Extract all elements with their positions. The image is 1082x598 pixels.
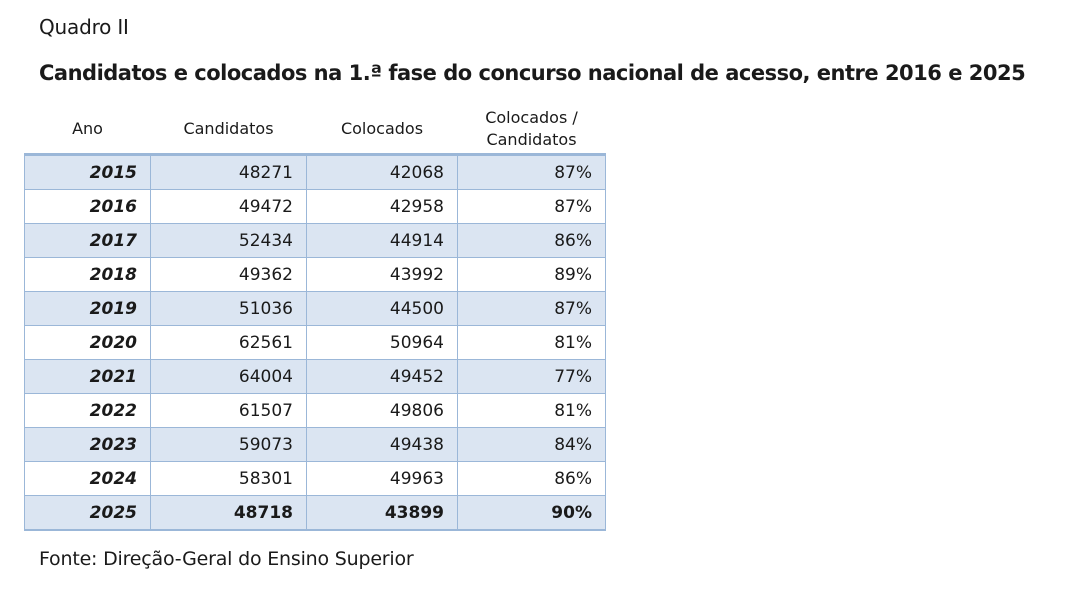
table-row: 2025 48718 43899 90% — [24, 495, 606, 531]
cell-ratio: 87% — [457, 154, 606, 190]
cell-ano: 2017 — [24, 223, 151, 258]
cell-ano: 2024 — [24, 461, 151, 496]
table-row: 2021 64004 49452 77% — [24, 359, 606, 394]
cell-candidatos: 64004 — [150, 359, 307, 394]
cell-ano: 2019 — [24, 291, 151, 326]
cell-candidatos: 48718 — [150, 495, 307, 531]
cell-candidatos: 58301 — [150, 461, 307, 496]
header-candidatos: Candidatos — [150, 104, 307, 156]
cell-ano: 2023 — [24, 427, 151, 462]
table-row: 2024 58301 49963 86% — [24, 461, 606, 496]
header-ratio-line2: Candidatos — [486, 129, 577, 149]
cell-ratio: 90% — [457, 495, 606, 531]
cell-colocados: 49806 — [306, 393, 458, 428]
table-row: 2022 61507 49806 81% — [24, 393, 606, 428]
cell-colocados: 44500 — [306, 291, 458, 326]
cell-colocados: 42068 — [306, 154, 458, 190]
cell-ratio: 87% — [457, 189, 606, 224]
cell-candidatos: 61507 — [150, 393, 307, 428]
cell-ano: 2020 — [24, 325, 151, 360]
cell-colocados: 49438 — [306, 427, 458, 462]
cell-colocados: 49452 — [306, 359, 458, 394]
table-row: 2018 49362 43992 89% — [24, 257, 606, 292]
cell-colocados: 42958 — [306, 189, 458, 224]
cell-ratio: 77% — [457, 359, 606, 394]
cell-ano: 2022 — [24, 393, 151, 428]
table-row: 2017 52434 44914 86% — [24, 223, 606, 258]
cell-ratio: 81% — [457, 325, 606, 360]
cell-candidatos: 49362 — [150, 257, 307, 292]
header-row: Ano Candidatos Colocados Colocados / Can… — [24, 104, 606, 156]
table-label: Quadro II — [39, 15, 129, 39]
table-row: 2015 48271 42068 87% — [24, 154, 606, 190]
cell-ano: 2025 — [24, 495, 151, 531]
cell-candidatos: 52434 — [150, 223, 307, 258]
cell-candidatos: 59073 — [150, 427, 307, 462]
header-ratio: Colocados / Candidatos — [457, 104, 606, 156]
header-colocados: Colocados — [306, 104, 458, 156]
source-note: Fonte: Direção-Geral do Ensino Superior — [39, 548, 414, 570]
cell-candidatos: 62561 — [150, 325, 307, 360]
cell-colocados: 44914 — [306, 223, 458, 258]
table-row: 2023 59073 49438 84% — [24, 427, 606, 462]
cell-candidatos: 48271 — [150, 154, 307, 190]
table-row: 2020 62561 50964 81% — [24, 325, 606, 360]
cell-ano: 2021 — [24, 359, 151, 394]
cell-ratio: 89% — [457, 257, 606, 292]
cell-ano: 2016 — [24, 189, 151, 224]
table-title: Candidatos e colocados na 1.ª fase do co… — [39, 61, 1026, 85]
table-row: 2019 51036 44500 87% — [24, 291, 606, 326]
table-row: 2016 49472 42958 87% — [24, 189, 606, 224]
cell-colocados: 49963 — [306, 461, 458, 496]
cell-ano: 2018 — [24, 257, 151, 292]
cell-ano: 2015 — [24, 154, 151, 190]
cell-candidatos: 49472 — [150, 189, 307, 224]
header-ratio-line1: Colocados / — [485, 107, 578, 127]
cell-candidatos: 51036 — [150, 291, 307, 326]
cell-ratio: 86% — [457, 461, 606, 496]
cell-ratio: 87% — [457, 291, 606, 326]
cell-ratio: 86% — [457, 223, 606, 258]
cell-colocados: 50964 — [306, 325, 458, 360]
cell-ratio: 81% — [457, 393, 606, 428]
cell-colocados: 43992 — [306, 257, 458, 292]
data-table: Ano Candidatos Colocados Colocados / Can… — [24, 104, 606, 531]
cell-colocados: 43899 — [306, 495, 458, 531]
cell-ratio: 84% — [457, 427, 606, 462]
table-body: 2015 48271 42068 87% 2016 49472 42958 87% 2017 52… — [24, 154, 606, 531]
header-ano: Ano — [24, 104, 151, 156]
